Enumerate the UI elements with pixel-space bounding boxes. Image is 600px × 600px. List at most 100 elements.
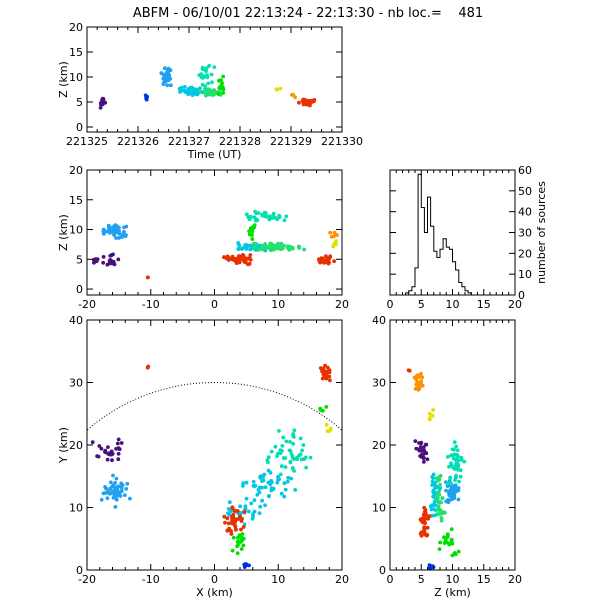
source-point: [107, 259, 112, 264]
source-point: [119, 485, 124, 490]
source-point: [125, 481, 130, 486]
x-axis-label: Time (UT): [187, 148, 242, 161]
source-point: [322, 370, 327, 375]
source-point: [436, 504, 441, 508]
source-point: [302, 457, 306, 461]
source-point: [414, 446, 419, 451]
source-point: [197, 89, 202, 93]
source-point: [450, 447, 455, 452]
source-point: [289, 452, 294, 456]
source-point: [278, 86, 283, 91]
source-point: [332, 230, 337, 235]
source-point: [435, 495, 439, 499]
source-point: [211, 90, 215, 95]
source-point: [320, 259, 324, 264]
x-tick-label: 10: [271, 298, 285, 311]
source-point: [270, 216, 274, 221]
source-point: [124, 233, 128, 238]
source-point: [450, 553, 455, 558]
source-point: [287, 248, 292, 252]
source-point: [418, 445, 423, 450]
source-point: [97, 444, 102, 448]
source-point: [244, 212, 249, 217]
source-point: [162, 72, 167, 77]
source-point: [119, 481, 124, 486]
x-tick-label: 20: [508, 573, 522, 586]
source-point: [190, 93, 195, 97]
source-point: [242, 509, 247, 514]
source-point: [166, 66, 171, 71]
x-tick-label: 10: [271, 573, 285, 586]
source-point: [220, 85, 225, 89]
source-point: [440, 496, 445, 501]
source-point: [437, 489, 441, 493]
source-point: [226, 511, 230, 516]
histogram-bars: [390, 173, 515, 296]
source-point: [417, 448, 422, 453]
source-point: [283, 487, 288, 492]
source-point: [457, 479, 461, 484]
source-point: [321, 366, 326, 371]
source-point: [425, 533, 430, 537]
source-point: [200, 73, 204, 78]
source-point: [95, 454, 99, 458]
source-point: [114, 497, 119, 502]
source-point: [111, 252, 115, 257]
source-point: [241, 254, 246, 258]
source-point: [312, 98, 317, 102]
source-point: [446, 455, 450, 459]
source-point: [325, 429, 330, 433]
source-point: [252, 484, 257, 489]
source-point: [116, 236, 121, 240]
source-point: [431, 472, 436, 477]
x-tick-label: 10: [446, 298, 460, 311]
source-point: [263, 503, 267, 508]
source-point: [254, 211, 259, 216]
source-point: [200, 65, 205, 70]
x-tick-label: 221325: [66, 135, 108, 148]
source-point: [117, 447, 122, 452]
source-point: [242, 245, 247, 249]
source-point: [326, 256, 331, 261]
source-point: [127, 496, 132, 501]
source-point: [271, 211, 276, 216]
source-point: [421, 456, 426, 460]
source-point: [446, 533, 450, 538]
source-point: [297, 100, 301, 105]
source-point: [113, 481, 117, 485]
source-point: [304, 465, 308, 470]
y-tick-label: 15: [69, 46, 83, 59]
source-point: [124, 224, 129, 229]
source-point: [456, 497, 461, 502]
source-point: [413, 439, 418, 443]
source-point: [443, 510, 447, 515]
source-point: [114, 476, 119, 481]
source-point: [204, 69, 208, 74]
source-point: [101, 260, 106, 265]
source-point: [117, 232, 122, 236]
source-point: [235, 509, 240, 513]
source-point: [292, 457, 297, 461]
y-tick-label: 40: [372, 314, 386, 327]
source-point: [277, 429, 281, 433]
source-point: [108, 491, 113, 496]
source-point: [328, 426, 333, 431]
source-point: [247, 509, 251, 514]
source-point: [113, 223, 118, 228]
source-point: [423, 442, 428, 447]
source-point: [241, 481, 246, 485]
y-tick-label: 15: [69, 194, 83, 207]
source-point: [458, 468, 463, 473]
source-point: [327, 260, 331, 265]
source-point: [146, 364, 151, 369]
y-tick-label: 0: [76, 564, 83, 577]
height-y-frame: [389, 319, 516, 571]
source-point: [212, 65, 217, 69]
y-axis-label: Y (km): [57, 427, 70, 464]
source-point: [234, 527, 238, 532]
source-point: [289, 476, 293, 481]
source-point: [462, 459, 467, 464]
source-point: [118, 490, 123, 494]
y-tick-label: 20: [372, 439, 386, 452]
source-point: [308, 455, 313, 460]
